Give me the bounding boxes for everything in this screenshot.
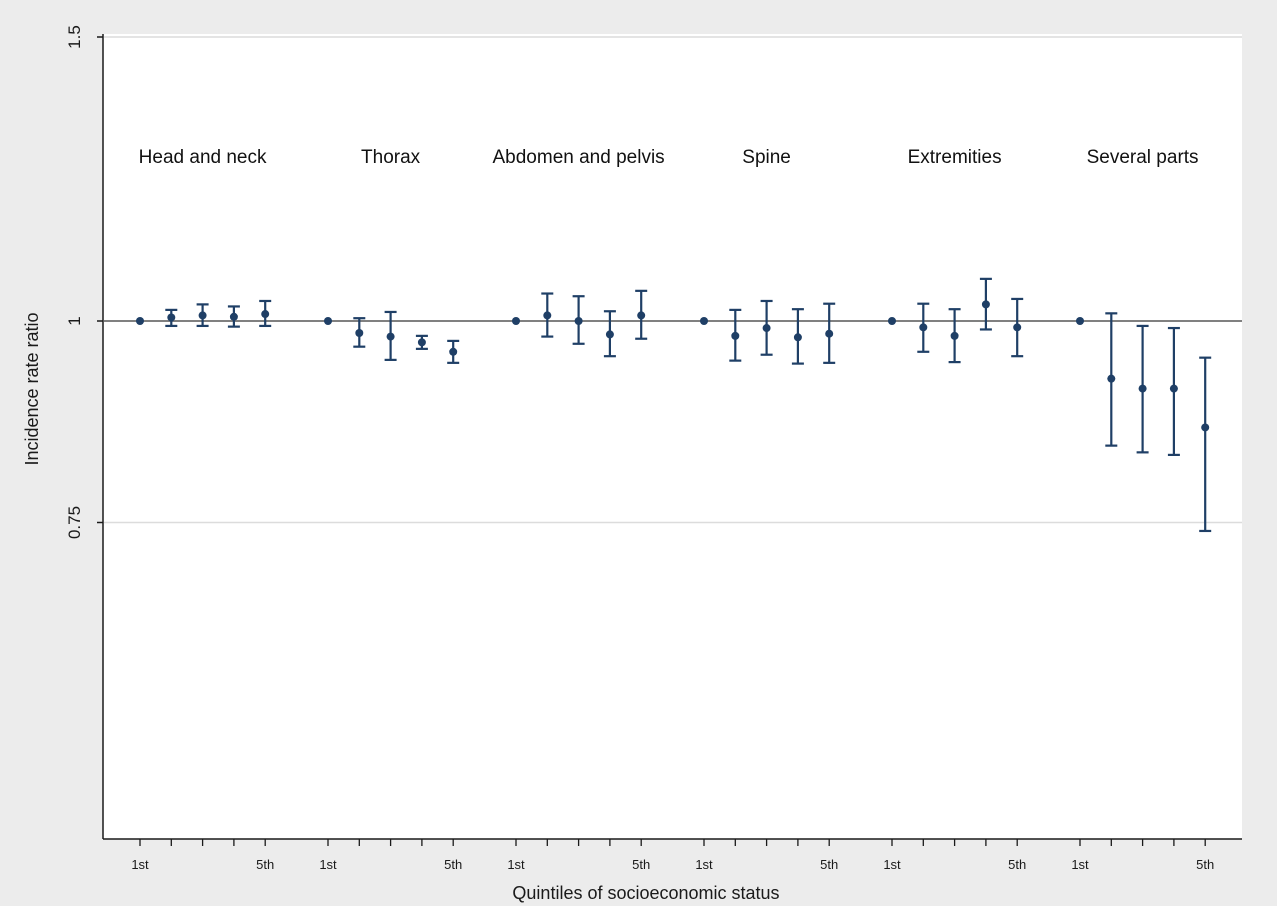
point-marker	[574, 317, 583, 325]
series-group	[512, 289, 648, 358]
point-marker	[167, 313, 176, 322]
x-tick-label: 5th	[820, 857, 838, 872]
point-marker	[700, 317, 708, 325]
x-axis-title: Quintiles of socioeconomic status	[512, 883, 779, 903]
x-tick-label: 1st	[319, 857, 337, 872]
point-marker	[1107, 374, 1116, 383]
point-marker	[417, 338, 426, 347]
group-label: Head and neck	[139, 147, 267, 168]
group-label: Thorax	[361, 147, 421, 168]
x-tick-label: 5th	[444, 857, 462, 872]
x-tick-label: 1st	[507, 857, 525, 872]
point-marker	[261, 310, 270, 319]
y-tick-label: 0.75	[65, 506, 84, 539]
plot-area	[103, 34, 1242, 839]
group-labels: Head and neck Thorax Abdomen and pelvis Spi…	[139, 147, 1199, 168]
series-group	[324, 310, 460, 364]
point-marker	[449, 347, 458, 356]
x-tick-label: 1st	[695, 857, 713, 872]
point-marker	[1169, 384, 1178, 393]
axes: 0.75 1 1.5 1st 5th 1st 5th 1st 5th 1st 5th 1st 5th 1s…	[65, 25, 1242, 872]
point-marker	[888, 317, 896, 325]
group-label: Spine	[742, 147, 791, 168]
series-group	[1076, 312, 1212, 533]
point-marker	[355, 329, 364, 338]
point-marker	[136, 317, 144, 325]
grid-lines	[104, 36, 1242, 524]
point-marker	[605, 330, 614, 339]
x-tick-label: 1st	[131, 857, 149, 872]
x-tick-label: 5th	[632, 857, 650, 872]
point-marker	[386, 332, 395, 341]
group-label: Abdomen and pelvis	[493, 147, 665, 168]
point-marker	[324, 317, 332, 325]
point-marker	[762, 324, 771, 333]
point-marker	[793, 333, 802, 342]
point-marker	[1201, 423, 1210, 432]
point-marker	[981, 300, 990, 309]
point-marker	[825, 329, 834, 338]
point-marker	[512, 317, 520, 325]
y-axis-title: Incidence rate ratio	[22, 312, 42, 465]
point-marker	[198, 311, 207, 320]
point-marker	[637, 311, 646, 320]
x-tick-label: 5th	[1008, 857, 1026, 872]
y-tick-label: 1	[65, 316, 84, 325]
y-tick-label: 1.5	[65, 25, 84, 49]
group-label: Several parts	[1087, 147, 1199, 168]
point-marker	[1076, 317, 1084, 325]
x-tick-label: 1st	[883, 857, 901, 872]
point-marker	[731, 331, 740, 340]
point-marker	[543, 311, 552, 320]
series-group	[136, 299, 272, 328]
series-group	[888, 277, 1024, 364]
group-label: Extremities	[908, 147, 1002, 168]
point-marker	[919, 323, 928, 332]
x-tick-label: 5th	[256, 857, 274, 872]
point-marker	[1138, 384, 1147, 393]
point-marker	[229, 312, 238, 321]
point-marker	[950, 331, 959, 340]
x-tick-label: 1st	[1071, 857, 1089, 872]
series-layer	[136, 277, 1212, 533]
x-tick-label: 5th	[1196, 857, 1214, 872]
point-marker	[1013, 323, 1022, 332]
series-group	[700, 299, 836, 365]
